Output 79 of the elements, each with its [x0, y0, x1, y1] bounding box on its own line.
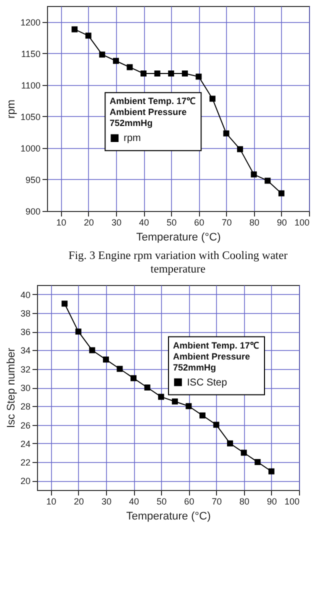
point [72, 26, 78, 32]
point [237, 146, 244, 152]
x-tick-label: 50 [156, 496, 167, 506]
legend-title: Ambient Temp. 17℃ Ambient Pressure 752mmHg [110, 96, 196, 128]
point [62, 300, 68, 307]
x-tick-label: 80 [249, 218, 260, 228]
point [89, 347, 96, 354]
y-axis-title: Isc Step number [5, 348, 18, 428]
point [268, 468, 274, 474]
x-tick-label: 100 [284, 496, 300, 506]
x-tick-label: 70 [212, 496, 222, 506]
point [144, 384, 150, 390]
x-axis-title: Temperature (°C) [126, 510, 211, 522]
point [140, 70, 147, 76]
legend-label: rpm [124, 133, 141, 144]
point [250, 171, 257, 178]
point [240, 450, 247, 456]
caption: Fig. 3 Engine rpm variation with Cooling water temperature [68, 250, 288, 276]
y-tick-label: 24 [20, 438, 30, 449]
point [199, 412, 206, 418]
x-tick-label: 90 [276, 218, 287, 228]
y-tick-label: 1150 [21, 48, 40, 59]
legend-label: ISC Step [187, 377, 228, 388]
legend-title: Ambient Temp. 17℃ Ambient Pressure 752mmHg [173, 340, 259, 372]
x-tick-label: 60 [184, 496, 194, 506]
y-tick-label: 20 [20, 476, 30, 486]
point [223, 130, 230, 136]
x-tick-label: 10 [46, 496, 56, 506]
point [158, 394, 164, 400]
x-tick-label: 30 [111, 218, 122, 228]
y-tick-label: 1200 [20, 17, 40, 28]
point [85, 32, 92, 39]
point [112, 58, 119, 64]
point [278, 190, 284, 196]
x-tick-label: 20 [74, 496, 84, 506]
x-tick-label: 10 [56, 218, 66, 228]
y-tick-label: 900 [25, 206, 40, 216]
x-axis-title: Temperature (°C) [136, 232, 221, 244]
point [227, 440, 234, 446]
point [186, 403, 192, 410]
x-tick-label: 90 [266, 496, 277, 506]
y-tick-label: 22 [20, 458, 30, 468]
y-tick-label: 30 [20, 383, 30, 393]
x-tick-label: 100 [294, 218, 310, 228]
y-tick-label: 40 [20, 290, 30, 300]
point [182, 70, 188, 76]
point [130, 375, 137, 382]
y-tick-label: 36 [20, 327, 30, 338]
y-tick-label: 950 [25, 174, 40, 185]
point [75, 328, 82, 335]
y-tick-label: 1100 [21, 80, 40, 90]
point [168, 70, 174, 76]
point [126, 64, 133, 70]
x-tick-label: 40 [139, 218, 150, 228]
y-tick-label: 38 [20, 308, 30, 318]
point [102, 356, 109, 363]
point [196, 74, 202, 80]
point [254, 459, 261, 466]
y-axis-title: rpm [5, 100, 18, 118]
x-tick-label: 70 [222, 218, 232, 228]
point [116, 366, 123, 372]
x-tick-label: 60 [194, 218, 204, 228]
y-tick-label: 1050 [20, 112, 40, 122]
y-tick-label: 28 [20, 402, 30, 412]
y-tick-label: 1000 [20, 143, 40, 154]
point [264, 178, 271, 184]
y-tick-label: 26 [20, 420, 30, 430]
x-tick-label: 50 [166, 218, 177, 228]
point [209, 96, 216, 102]
y-tick-label: 34 [20, 346, 30, 356]
point [154, 70, 160, 76]
x-tick-label: 40 [129, 496, 140, 506]
x-tick-label: 80 [239, 496, 250, 506]
point [213, 422, 220, 428]
point [172, 398, 178, 404]
x-tick-label: 20 [84, 218, 94, 228]
x-tick-label: 30 [101, 496, 112, 506]
y-tick-label: 32 [20, 364, 30, 374]
point [99, 52, 106, 58]
